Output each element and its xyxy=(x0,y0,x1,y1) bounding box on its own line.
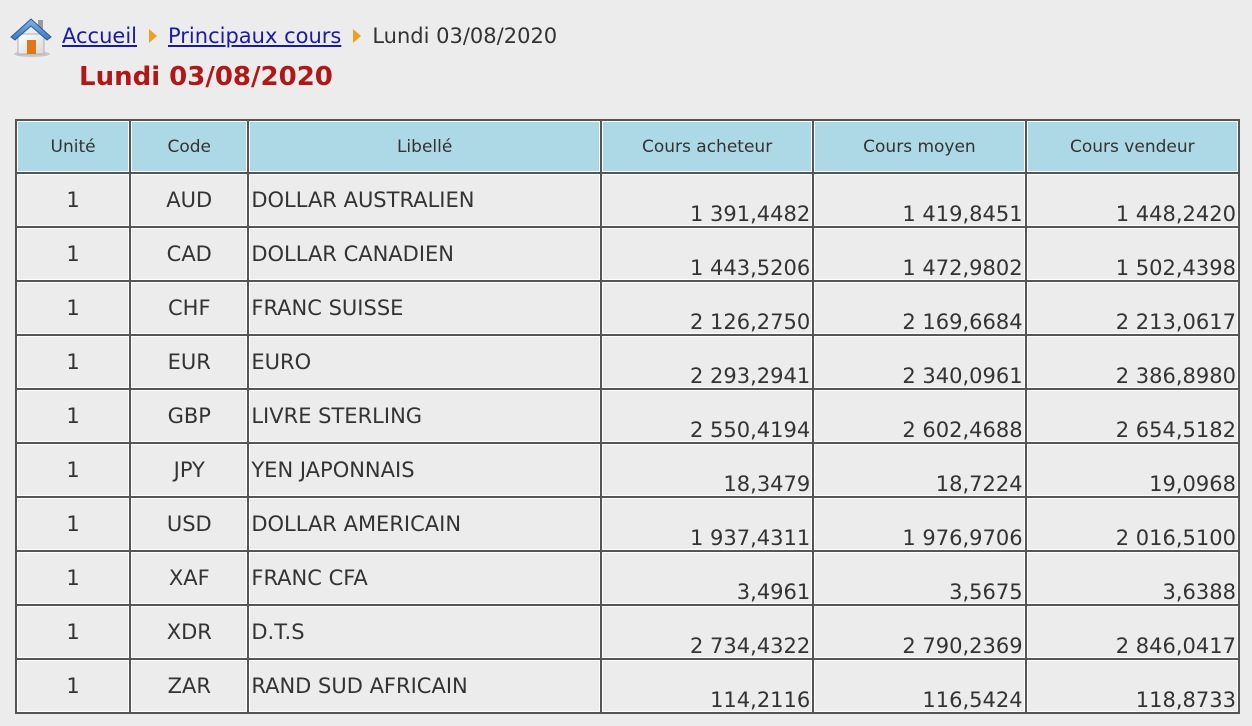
table-row: 1 GBP LIVRE STERLING 2 550,4194 2 602,46… xyxy=(17,390,1240,444)
cell-code: CHF xyxy=(131,282,250,336)
cell-buy-rate: 2 126,2750 xyxy=(601,282,815,336)
table-row: 1 XDR D.T.S 2 734,4322 2 790,2369 2 846,… xyxy=(17,606,1240,660)
header-buy-rate: Cours acheteur xyxy=(601,121,815,174)
cell-buy-rate: 114,2116 xyxy=(601,660,815,714)
table-row: 1 XAF FRANC CFA 3,4961 3,5675 3,6388 xyxy=(17,552,1240,606)
header-mid-rate: Cours moyen xyxy=(814,121,1027,174)
cell-label: LIVRE STERLING xyxy=(249,390,602,444)
table-header-row: Unité Code Libellé Cours acheteur Cours … xyxy=(17,121,1240,174)
cell-buy-rate: 1 937,4311 xyxy=(601,498,815,552)
table-row: 1 ZAR RAND SUD AFRICAIN 114,2116 116,542… xyxy=(17,660,1240,714)
cell-label: FRANC SUISSE xyxy=(249,282,602,336)
cell-buy-rate: 2 293,2941 xyxy=(601,336,815,390)
breadcrumb-section-link[interactable]: Principaux cours xyxy=(168,24,342,48)
cell-mid-rate: 2 602,4688 xyxy=(814,390,1027,444)
cell-unit: 1 xyxy=(17,660,132,714)
cell-label: EURO xyxy=(249,336,602,390)
table-row: 1 CHF FRANC SUISSE 2 126,2750 2 169,6684… xyxy=(17,282,1240,336)
cell-buy-rate: 1 391,4482 xyxy=(601,174,815,228)
table-row: 1 EUR EURO 2 293,2941 2 340,0961 2 386,8… xyxy=(17,336,1240,390)
table-row: 1 USD DOLLAR AMERICAIN 1 937,4311 1 976,… xyxy=(17,498,1240,552)
cell-sell-rate: 2 846,0417 xyxy=(1026,606,1240,660)
cell-mid-rate: 116,5424 xyxy=(814,660,1027,714)
cell-unit: 1 xyxy=(17,552,132,606)
cell-mid-rate: 1 419,8451 xyxy=(814,174,1027,228)
cell-label: DOLLAR AMERICAIN xyxy=(249,498,602,552)
cell-code: ZAR xyxy=(131,660,250,714)
home-icon[interactable] xyxy=(8,14,54,58)
cell-sell-rate: 2 386,8980 xyxy=(1026,336,1240,390)
cell-label: RAND SUD AFRICAIN xyxy=(249,660,602,714)
cell-code: EUR xyxy=(131,336,250,390)
cell-label: FRANC CFA xyxy=(249,552,602,606)
cell-label: YEN JAPONNAIS xyxy=(249,444,602,498)
breadcrumb-home-link[interactable]: Accueil xyxy=(62,24,137,48)
cell-label: DOLLAR AUSTRALIEN xyxy=(249,174,602,228)
cell-sell-rate: 118,8733 xyxy=(1026,660,1240,714)
cell-code: CAD xyxy=(131,228,250,282)
cell-buy-rate: 2 550,4194 xyxy=(601,390,815,444)
cell-sell-rate: 2 654,5182 xyxy=(1026,390,1240,444)
cell-code: AUD xyxy=(131,174,250,228)
cell-mid-rate: 1 472,9802 xyxy=(814,228,1027,282)
cell-label: DOLLAR CANADIEN xyxy=(249,228,602,282)
header-label: Libellé xyxy=(249,121,602,174)
cell-mid-rate: 3,5675 xyxy=(814,552,1027,606)
cell-mid-rate: 18,7224 xyxy=(814,444,1027,498)
cell-sell-rate: 3,6388 xyxy=(1026,552,1240,606)
breadcrumb-current: Lundi 03/08/2020 xyxy=(372,24,558,48)
cell-unit: 1 xyxy=(17,282,132,336)
exchange-rates-table: Unité Code Libellé Cours acheteur Cours … xyxy=(15,119,1240,714)
cell-sell-rate: 2 016,5100 xyxy=(1026,498,1240,552)
cell-mid-rate: 2 790,2369 xyxy=(814,606,1027,660)
header-sell-rate: Cours vendeur xyxy=(1026,121,1240,174)
cell-mid-rate: 2 340,0961 xyxy=(814,336,1027,390)
table-row: 1 CAD DOLLAR CANADIEN 1 443,5206 1 472,9… xyxy=(17,228,1240,282)
cell-sell-rate: 19,0968 xyxy=(1026,444,1240,498)
cell-buy-rate: 18,3479 xyxy=(601,444,815,498)
cell-unit: 1 xyxy=(17,444,132,498)
cell-sell-rate: 2 213,0617 xyxy=(1026,282,1240,336)
cell-unit: 1 xyxy=(17,174,132,228)
chevron-right-icon xyxy=(353,29,362,43)
cell-code: JPY xyxy=(131,444,250,498)
page-title: Lundi 03/08/2020 xyxy=(79,62,333,92)
cell-mid-rate: 1 976,9706 xyxy=(814,498,1027,552)
cell-code: XAF xyxy=(131,552,250,606)
table-row: 1 JPY YEN JAPONNAIS 18,3479 18,7224 19,0… xyxy=(17,444,1240,498)
cell-code: GBP xyxy=(131,390,250,444)
cell-buy-rate: 2 734,4322 xyxy=(601,606,815,660)
cell-unit: 1 xyxy=(17,498,132,552)
cell-sell-rate: 1 448,2420 xyxy=(1026,174,1240,228)
cell-unit: 1 xyxy=(17,390,132,444)
table-row: 1 AUD DOLLAR AUSTRALIEN 1 391,4482 1 419… xyxy=(17,174,1240,228)
cell-code: XDR xyxy=(131,606,250,660)
cell-buy-rate: 3,4961 xyxy=(601,552,815,606)
breadcrumb: Accueil Principaux cours Lundi 03/08/202… xyxy=(8,14,557,58)
header-code: Code xyxy=(131,121,250,174)
cell-sell-rate: 1 502,4398 xyxy=(1026,228,1240,282)
chevron-right-icon xyxy=(149,29,157,43)
cell-mid-rate: 2 169,6684 xyxy=(814,282,1027,336)
cell-buy-rate: 1 443,5206 xyxy=(601,228,815,282)
cell-unit: 1 xyxy=(17,228,132,282)
cell-code: USD xyxy=(131,498,250,552)
cell-unit: 1 xyxy=(17,606,132,660)
cell-unit: 1 xyxy=(17,336,132,390)
header-unit: Unité xyxy=(17,121,132,174)
cell-label: D.T.S xyxy=(249,606,602,660)
